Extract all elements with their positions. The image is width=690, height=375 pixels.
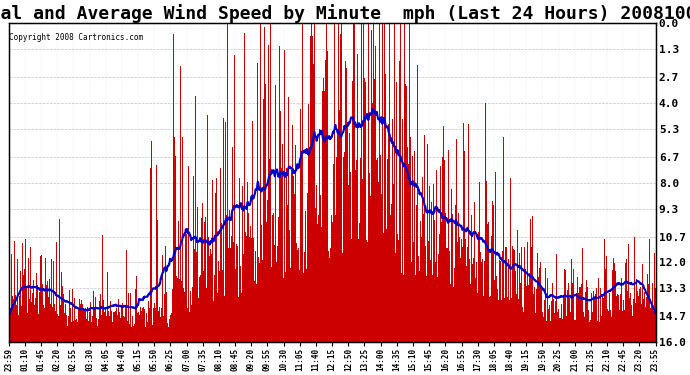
Text: Copyright 2008 Cartronics.com: Copyright 2008 Cartronics.com — [9, 33, 144, 42]
Title: Actual and Average Wind Speed by Minute  mph (Last 24 Hours) 20081002: Actual and Average Wind Speed by Minute … — [0, 4, 690, 23]
